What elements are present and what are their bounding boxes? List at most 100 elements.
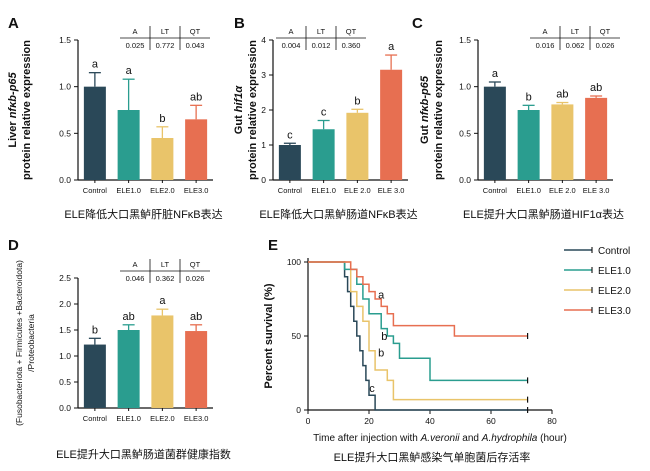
pvalue-header: LT bbox=[317, 27, 326, 36]
category-label-D: ELE1.0 bbox=[116, 414, 141, 423]
y-axis-label-gene: nfκb-p65 bbox=[7, 71, 19, 118]
category-label-D: Control bbox=[83, 414, 108, 423]
pvalue: 0.062 bbox=[566, 41, 585, 50]
category-label-A: ELE1.0 bbox=[116, 186, 141, 195]
bar-B-2 bbox=[312, 129, 335, 180]
x-tick-label-E: 60 bbox=[486, 416, 496, 426]
pvalue: 0.016 bbox=[536, 41, 555, 50]
significance-letter-A: a bbox=[92, 59, 99, 71]
x-axis-label-part: Time after injection with bbox=[313, 433, 420, 444]
significance-letter-B: a bbox=[388, 41, 395, 53]
y-tick-label-E: 100 bbox=[287, 257, 301, 267]
bar-D-3 bbox=[151, 315, 174, 408]
category-label-A: Control bbox=[83, 186, 108, 195]
bar-B-4 bbox=[380, 69, 403, 180]
category-label-B: ELE 2.0 bbox=[344, 186, 371, 195]
x-axis-label-part: (hour) bbox=[537, 433, 566, 444]
significance-letter-C: a bbox=[492, 68, 499, 80]
x-tick-label-E: 80 bbox=[547, 416, 557, 426]
panel-A: A Liver nfκb-p65 protein relative expressi… bbox=[7, 15, 223, 221]
x-axis-label-part: and bbox=[460, 433, 482, 444]
significance-letter-E: c bbox=[369, 383, 375, 395]
significance-letter-D: ab bbox=[123, 311, 135, 323]
y-tick-label-D: 2.5 bbox=[59, 273, 71, 283]
category-label-C: ELE 3.0 bbox=[583, 186, 610, 195]
caption-C: ELE提升大口黑鲈肠道HIF1α表达 bbox=[463, 207, 624, 221]
category-label-C: ELE1.0 bbox=[516, 186, 541, 195]
pvalue-table-D: A 0.046 LT 0.362 QT 0.026 bbox=[120, 259, 210, 283]
significance-letter-E: b bbox=[381, 331, 387, 343]
y-tick-label-C: 0.0 bbox=[459, 175, 471, 185]
significance-letter-D: b bbox=[92, 324, 98, 336]
pvalue-header: QT bbox=[190, 27, 201, 36]
category-label-A: ELE2.0 bbox=[150, 186, 175, 195]
pvalue: 0.026 bbox=[186, 274, 205, 283]
significance-letter-A: a bbox=[126, 65, 133, 77]
y-tick-label-B: 3 bbox=[261, 70, 266, 80]
panel-E: E 0 50 100 0 20 40 60 80 Percent survival (%) Time… bbox=[263, 237, 631, 464]
significance-letter-B: c bbox=[321, 107, 327, 119]
pvalue: 0.046 bbox=[126, 274, 145, 283]
significance-letter-B: c bbox=[287, 129, 293, 141]
bar-D-2 bbox=[117, 330, 140, 408]
survival-curve-ELE2.0 bbox=[308, 261, 528, 401]
panel-label-C: C bbox=[412, 15, 423, 32]
pvalue: 0.362 bbox=[156, 274, 175, 283]
significance-letter-C: ab bbox=[556, 89, 568, 101]
y-axis-label-prefix: Gut bbox=[233, 112, 245, 134]
y-axis-label-C: Gut nfκb-p65 bbox=[419, 75, 431, 144]
panel-D: D (Fusobacteriota + Firmicutes +Bacteroid… bbox=[8, 237, 231, 461]
y-axis-label-D: (Fusobacteriota + Firmicutes +Bacteroido… bbox=[14, 260, 24, 426]
significance-letter-C: ab bbox=[590, 82, 602, 94]
bar-D-4 bbox=[185, 331, 208, 408]
y-axis-label2-A: protein relative expression bbox=[21, 40, 33, 180]
category-label-B: ELE 3.0 bbox=[378, 186, 405, 195]
panel-B: B Gut hif1α protein relative expression 0 1 2… bbox=[233, 15, 418, 221]
survival-curve-Control bbox=[308, 261, 528, 411]
pvalue: 0.043 bbox=[186, 41, 205, 50]
caption-A: ELE降低大口黑鲈肝脏NFκB表达 bbox=[64, 207, 222, 221]
legend-label: Control bbox=[598, 246, 630, 257]
pvalue: 0.025 bbox=[126, 41, 145, 50]
x-tick-label-E: 20 bbox=[364, 416, 374, 426]
x-axis-label-species: A.hydrophila bbox=[481, 433, 538, 444]
significance-letter-B: b bbox=[354, 95, 360, 107]
y-tick-label-C: 1.5 bbox=[459, 35, 471, 45]
bar-D-1 bbox=[83, 344, 106, 408]
bar-C-1 bbox=[483, 86, 506, 180]
x-tick-label-E: 0 bbox=[306, 416, 311, 426]
pvalue-table-A: A 0.025 LT 0.772 QT 0.043 bbox=[120, 26, 210, 50]
pvalue-header: QT bbox=[346, 27, 357, 36]
significance-letter-E: b bbox=[378, 347, 384, 359]
pvalue-header: A bbox=[288, 27, 293, 36]
pvalue: 0.026 bbox=[596, 41, 615, 50]
y-axis-label2-C: protein relative expression bbox=[433, 40, 445, 180]
y-axis-label-gene: hif1α bbox=[233, 85, 245, 113]
x-axis-label-E: Time after injection with A.veronii and … bbox=[313, 433, 567, 444]
pvalue-header: A bbox=[132, 27, 137, 36]
y-tick-label-B: 2 bbox=[261, 105, 266, 115]
y-axis-label-B: Gut hif1α bbox=[233, 85, 245, 135]
bar-A-4 bbox=[185, 119, 208, 180]
survival-curve-ELE3.0 bbox=[308, 261, 528, 337]
category-label-C: Control bbox=[483, 186, 508, 195]
y-tick-label-B: 4 bbox=[261, 35, 266, 45]
legend-label: ELE3.0 bbox=[598, 306, 631, 317]
x-axis-label-species: A.veronii bbox=[420, 433, 461, 444]
caption-E: ELE提升大口黑鲈感染气单胞菌后存活率 bbox=[334, 450, 531, 464]
y-axis-label-A: Liver nfκb-p65 bbox=[7, 71, 19, 147]
y-axis-label-gene: nfκb-p65 bbox=[419, 75, 431, 122]
y-tick-label-D: 2.0 bbox=[59, 299, 71, 309]
panel-label-A: A bbox=[8, 15, 19, 32]
bar-C-3 bbox=[551, 104, 574, 180]
y-tick-label-A: 0.0 bbox=[59, 175, 71, 185]
category-label-D: ELE3.0 bbox=[184, 414, 209, 423]
category-label-B: Control bbox=[278, 186, 303, 195]
significance-letter-A: b bbox=[159, 113, 165, 125]
bar-A-1 bbox=[83, 86, 106, 180]
pvalue-header: QT bbox=[600, 27, 611, 36]
pvalue-header: LT bbox=[161, 260, 170, 269]
y-tick-label-D: 0.0 bbox=[59, 403, 71, 413]
y-tick-label-A: 1.5 bbox=[59, 35, 71, 45]
pvalue-header: A bbox=[132, 260, 137, 269]
